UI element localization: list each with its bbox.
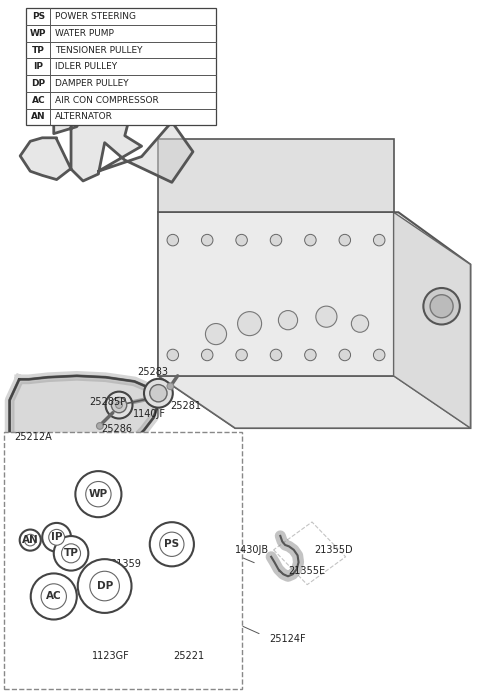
Circle shape bbox=[134, 578, 178, 622]
Circle shape bbox=[167, 349, 179, 361]
Circle shape bbox=[160, 532, 184, 556]
Circle shape bbox=[238, 312, 262, 335]
Polygon shape bbox=[158, 212, 394, 376]
Text: PS: PS bbox=[164, 539, 180, 549]
Text: 1430JB: 1430JB bbox=[235, 545, 269, 555]
Text: 21355E: 21355E bbox=[288, 566, 325, 576]
Text: TP: TP bbox=[32, 46, 45, 54]
Polygon shape bbox=[10, 376, 158, 477]
Text: DP: DP bbox=[31, 79, 46, 88]
Text: AN: AN bbox=[31, 113, 46, 121]
Circle shape bbox=[121, 619, 130, 628]
Circle shape bbox=[278, 310, 298, 330]
Circle shape bbox=[75, 471, 121, 517]
Text: IP: IP bbox=[51, 532, 62, 542]
Circle shape bbox=[31, 574, 77, 619]
Circle shape bbox=[373, 349, 385, 361]
Text: 25283: 25283 bbox=[137, 367, 168, 377]
Circle shape bbox=[150, 385, 167, 402]
Polygon shape bbox=[158, 139, 394, 212]
Text: 21359: 21359 bbox=[111, 559, 142, 569]
Circle shape bbox=[305, 349, 316, 361]
Text: WP: WP bbox=[89, 489, 108, 499]
Circle shape bbox=[111, 397, 127, 413]
Circle shape bbox=[167, 235, 179, 246]
Text: 25100: 25100 bbox=[161, 532, 192, 542]
Circle shape bbox=[316, 306, 337, 327]
Text: AIR CON COMPRESSOR: AIR CON COMPRESSOR bbox=[55, 96, 159, 104]
Circle shape bbox=[96, 422, 103, 429]
Text: WP: WP bbox=[30, 29, 47, 38]
Circle shape bbox=[41, 584, 66, 609]
Text: 25221: 25221 bbox=[173, 651, 204, 661]
Bar bbox=[26, 8, 216, 125]
Polygon shape bbox=[158, 376, 470, 428]
Circle shape bbox=[127, 571, 185, 628]
Circle shape bbox=[24, 535, 36, 546]
Text: AN: AN bbox=[22, 535, 38, 545]
Circle shape bbox=[61, 544, 81, 563]
Text: TENSIONER PULLEY: TENSIONER PULLEY bbox=[55, 46, 143, 54]
Text: ALTERNATOR: ALTERNATOR bbox=[55, 113, 113, 121]
Bar bbox=[4, 432, 242, 689]
Circle shape bbox=[186, 582, 203, 599]
Text: 21355D: 21355D bbox=[314, 545, 353, 555]
Polygon shape bbox=[158, 212, 470, 428]
Circle shape bbox=[270, 349, 282, 361]
Circle shape bbox=[305, 235, 316, 246]
Circle shape bbox=[218, 612, 226, 621]
Circle shape bbox=[42, 523, 71, 552]
Text: AC: AC bbox=[32, 96, 45, 104]
Text: TP: TP bbox=[64, 548, 78, 558]
Circle shape bbox=[202, 235, 213, 246]
Circle shape bbox=[167, 383, 174, 390]
Text: DP: DP bbox=[96, 581, 113, 591]
Text: AC: AC bbox=[46, 592, 61, 601]
Text: IDLER PULLEY: IDLER PULLEY bbox=[55, 63, 118, 71]
Text: PS: PS bbox=[32, 13, 45, 21]
Circle shape bbox=[142, 585, 170, 615]
Circle shape bbox=[150, 594, 162, 606]
Circle shape bbox=[351, 315, 369, 332]
Polygon shape bbox=[394, 212, 470, 428]
Text: IP: IP bbox=[34, 63, 43, 71]
Text: DAMPER PULLEY: DAMPER PULLEY bbox=[55, 79, 129, 88]
Circle shape bbox=[144, 379, 173, 408]
Circle shape bbox=[150, 522, 194, 567]
Text: 25212A: 25212A bbox=[14, 432, 52, 442]
Circle shape bbox=[190, 585, 199, 595]
Text: 25285P: 25285P bbox=[89, 397, 126, 406]
Circle shape bbox=[423, 288, 460, 324]
Circle shape bbox=[106, 392, 132, 418]
Circle shape bbox=[202, 349, 213, 361]
Circle shape bbox=[236, 349, 247, 361]
Circle shape bbox=[20, 530, 41, 551]
Text: WATER PUMP: WATER PUMP bbox=[55, 29, 114, 38]
Polygon shape bbox=[178, 555, 223, 611]
Text: 25124F: 25124F bbox=[269, 634, 305, 644]
Circle shape bbox=[339, 235, 350, 246]
Circle shape bbox=[339, 349, 350, 361]
Circle shape bbox=[430, 294, 453, 318]
Circle shape bbox=[54, 536, 88, 571]
Text: 1123GF: 1123GF bbox=[92, 651, 130, 661]
Circle shape bbox=[373, 235, 385, 246]
Circle shape bbox=[205, 324, 227, 345]
Circle shape bbox=[90, 571, 120, 601]
Circle shape bbox=[236, 235, 247, 246]
Text: 1140JF: 1140JF bbox=[133, 409, 167, 419]
Circle shape bbox=[270, 235, 282, 246]
Circle shape bbox=[86, 482, 111, 507]
Circle shape bbox=[78, 559, 132, 613]
Circle shape bbox=[49, 530, 64, 545]
Text: POWER STEERING: POWER STEERING bbox=[55, 13, 136, 21]
Text: 25286: 25286 bbox=[101, 424, 132, 434]
Circle shape bbox=[116, 402, 122, 409]
Text: 25281: 25281 bbox=[170, 401, 202, 411]
Polygon shape bbox=[20, 66, 193, 182]
